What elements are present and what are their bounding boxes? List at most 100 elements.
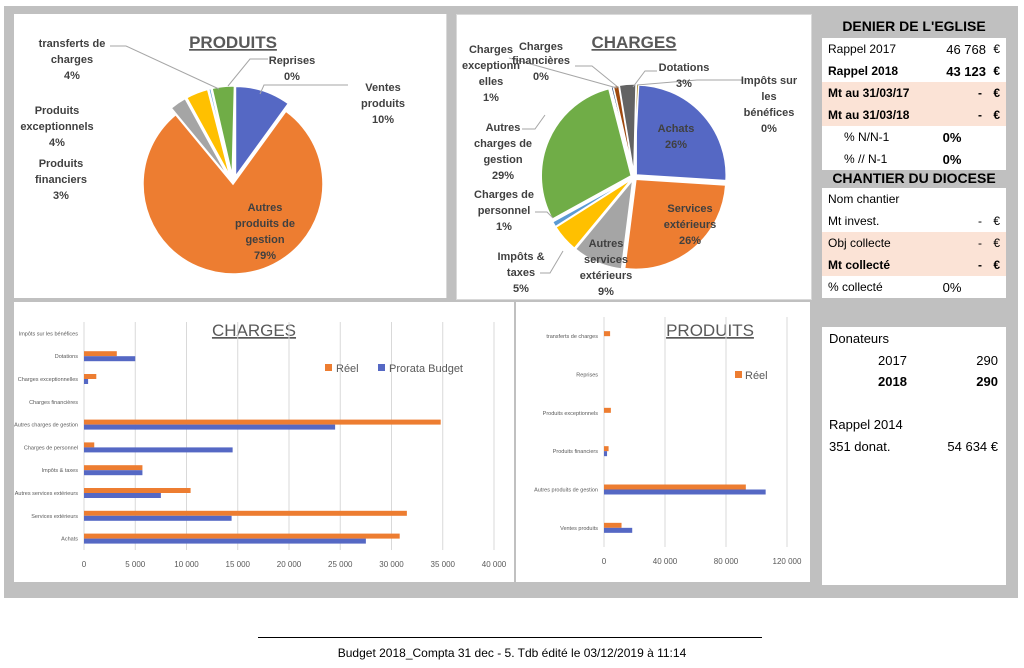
row-value: 0%	[942, 151, 962, 167]
pie-produits-panel: PRODUITS transferts de charges 4% Reprises…	[14, 14, 447, 298]
category-label: Autres produits de gestion	[534, 488, 598, 494]
category-label: Services extérieurs	[31, 514, 78, 520]
row-value: -	[978, 108, 982, 122]
bar-budget	[604, 489, 766, 495]
bar-reel	[84, 374, 97, 379]
row-value: 0%	[942, 129, 962, 145]
pp-label-reprises: Reprises 0%	[269, 55, 315, 83]
bar-budget	[84, 515, 232, 521]
pc-label-services: Services extérieurs 26%	[664, 203, 717, 247]
leader-line	[535, 211, 554, 219]
x-tick-label: 35 000	[431, 560, 456, 569]
pc-label-personnel: Charges de personnel 1%	[474, 189, 534, 233]
row-currency: €	[993, 64, 1000, 78]
x-tick-label: 5 000	[125, 560, 146, 569]
category-label: Impôts sur les bénéfices	[19, 331, 79, 337]
pie-produits-chart: PRODUITS transferts de charges 4% Reprises…	[20, 33, 405, 275]
pie-slice-transferts-de-charges	[211, 85, 236, 177]
table-row: % // N-1 0%	[822, 148, 1006, 170]
pp-label-financiers: Produits financiers 3%	[35, 158, 87, 202]
leader-line	[522, 114, 546, 130]
bar-reel	[84, 442, 95, 448]
denier-title: DENIER DE L'EGLISE	[842, 18, 986, 34]
x-tick-label: 10 000	[174, 560, 199, 569]
chantier-title: CHANTIER DU DIOCESE	[832, 170, 996, 186]
row-value: 43 123	[946, 63, 986, 79]
x-tick-label: 40 000	[653, 557, 678, 566]
pie-slice-produits-financiers	[170, 97, 230, 178]
x-tick-label: 0	[82, 560, 87, 569]
pc-label-autres-charges: Autres charges de gestion 29%	[474, 122, 532, 182]
bar-reel	[84, 533, 400, 539]
category-label: transferts de charges	[546, 334, 598, 340]
denier-table: Rappel 2017 46 768 € Rappel 2018 43 123 € Mt a…	[822, 38, 1006, 170]
category-label: Charges exceptionnelles	[18, 377, 78, 383]
row-currency: €	[993, 258, 1000, 272]
bar-produits-panel: PRODUITS transferts de charges Reprises Pr…	[516, 302, 810, 582]
pie-slice-reprises	[207, 87, 232, 177]
bar-reel	[604, 407, 611, 413]
table-row: Mt invest. - €	[822, 210, 1006, 232]
table-row: Obj collecte - €	[822, 232, 1006, 254]
pc-label-exceptionnelles: Charges exceptionn elles 1%	[462, 44, 520, 104]
legend-swatch-reel	[325, 364, 332, 371]
pie-slice-imp-ts-sur-les-b-n-fices	[633, 83, 640, 175]
pie-slice-achats	[635, 84, 727, 182]
pie-slice-autres-produits-de-gestion	[142, 110, 324, 275]
pie-charges-title: CHARGES	[591, 33, 676, 52]
footer-divider	[258, 637, 762, 638]
row-currency: €	[993, 236, 1000, 250]
row-value: -	[978, 86, 982, 100]
footer-text: Budget 2018_Compta 31 dec - 5. Tdb édité…	[337, 646, 687, 660]
bar-reel	[84, 510, 407, 516]
category-label: Produits financiers	[553, 449, 598, 455]
pp-label-ventes: Ventes produits 10%	[361, 82, 405, 126]
pc-label-impots-taxes: Impôts & taxes 5%	[497, 251, 544, 295]
row-value: -	[978, 214, 982, 228]
row-label: Rappel 2017	[828, 42, 897, 56]
row-value: -	[978, 258, 982, 272]
donateurs-2018-label: 2018	[878, 374, 907, 389]
bar-reel	[604, 522, 622, 528]
category-label: Ventes produits	[560, 526, 598, 532]
pie-slice-charges-de-personnel	[551, 177, 632, 228]
category-label: Produits exceptionnels	[543, 411, 599, 417]
leader-line	[508, 57, 618, 89]
donateurs-2017-label: 2017	[878, 353, 907, 368]
bar-budget	[604, 527, 633, 533]
bar-reel	[84, 465, 143, 471]
bar-budget	[604, 451, 608, 457]
bar-budget	[84, 447, 233, 453]
pc-label-impots-benefices: Impôts sur les bénéfices 0%	[741, 75, 798, 135]
category-label: Autres charges de gestion	[14, 423, 78, 429]
leader-line	[632, 70, 657, 88]
donat-value: 54 634 €	[947, 439, 998, 454]
donateurs-title: Donateurs	[829, 331, 889, 346]
row-currency: €	[993, 42, 1000, 56]
bar-budget	[84, 356, 136, 362]
row-currency: €	[993, 214, 1000, 228]
bar-reel	[84, 351, 117, 357]
legend-label-reel: Réel	[336, 363, 359, 375]
legend-swatch-prorata	[378, 364, 385, 371]
table-row: Rappel 2017 46 768 €	[822, 38, 1006, 60]
row-label: Nom chantier	[828, 192, 900, 206]
table-row: % N/N-1 0%	[822, 126, 1006, 148]
table-row: Nom chantier	[822, 188, 1006, 210]
pc-label-autres-services: Autres services extérieurs 9%	[580, 238, 633, 298]
pc-label-financieres: Charges financières 0%	[512, 41, 570, 83]
bar-budget	[84, 424, 336, 430]
leader-line	[110, 45, 220, 90]
bar-reel	[84, 488, 191, 493]
table-row: Mt collecté - €	[822, 254, 1006, 276]
x-tick-label: 0	[602, 557, 607, 566]
row-value: 46 768	[946, 41, 986, 57]
category-label: Reprises	[576, 373, 598, 379]
leader-line	[636, 79, 742, 86]
donat-label: 351 donat.	[829, 439, 891, 454]
category-label: Autres services extérieurs	[15, 491, 79, 497]
row-currency: €	[993, 86, 1000, 100]
pp-label-transferts: transferts de charges 4%	[39, 38, 106, 82]
table-row: Mt au 31/03/17 - €	[822, 82, 1006, 104]
bar-reel	[604, 331, 611, 337]
